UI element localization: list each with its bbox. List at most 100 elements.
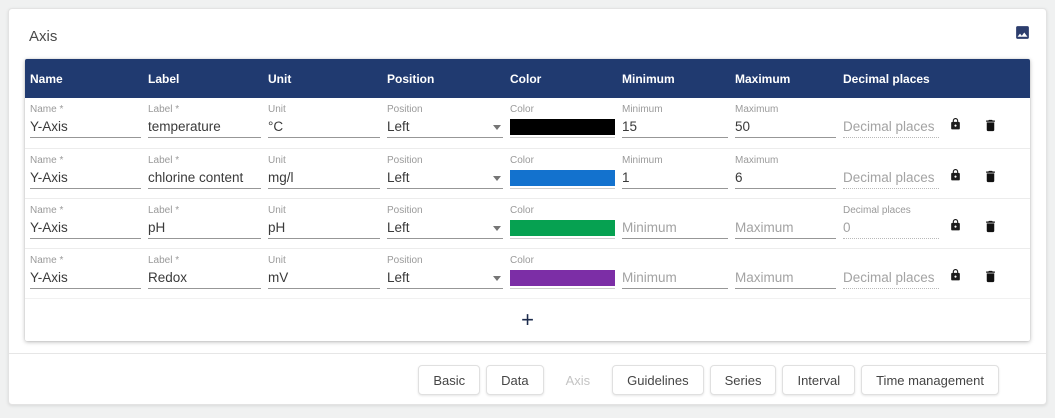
- field-label: Name *: [30, 155, 64, 166]
- field-label: Minimum: [622, 155, 663, 166]
- tab-guidelines[interactable]: Guidelines: [612, 365, 704, 395]
- position-field[interactable]: Position Left: [387, 98, 510, 148]
- field-label: Maximum: [735, 155, 779, 166]
- table-header-row: Name Label Unit Position Color Minimum Maximum…: [25, 59, 1030, 98]
- trash-icon: [986, 170, 995, 183]
- label-field[interactable]: Label * Redox: [148, 249, 268, 298]
- tab-basic[interactable]: Basic: [418, 365, 481, 395]
- maximum-input[interactable]: 50: [735, 117, 836, 138]
- field-label: [843, 103, 939, 116]
- tab-time-management[interactable]: Time management: [861, 365, 999, 395]
- name-field[interactable]: Name * Y-Axis: [30, 249, 148, 298]
- minimum-input[interactable]: 15: [622, 117, 728, 138]
- delete-row-button[interactable]: [972, 98, 1016, 148]
- maximum-input[interactable]: Maximum: [735, 218, 836, 239]
- tab-interval[interactable]: Interval: [782, 365, 856, 395]
- unit-field[interactable]: Unit mV: [268, 249, 387, 298]
- position-select[interactable]: Left: [387, 168, 503, 189]
- label-input[interactable]: Redox: [148, 268, 261, 289]
- label-input[interactable]: chlorine content: [148, 168, 261, 189]
- maximum-input[interactable]: 6: [735, 168, 836, 189]
- field-label: [735, 254, 836, 267]
- name-input[interactable]: Y-Axis: [30, 218, 141, 239]
- field-label: Name *: [30, 104, 64, 115]
- delete-row-button[interactable]: [972, 249, 1016, 298]
- minimum-field[interactable]: Minimum 1: [622, 149, 735, 198]
- lock-button[interactable]: [946, 149, 972, 198]
- name-input[interactable]: Y-Axis: [30, 117, 141, 138]
- field-label: [622, 204, 728, 217]
- position-select[interactable]: Left: [387, 117, 503, 138]
- name-field[interactable]: Name * Y-Axis: [30, 199, 148, 248]
- minimum-input[interactable]: 1: [622, 168, 728, 189]
- field-label: Label *: [148, 255, 180, 266]
- minimum-field[interactable]: Minimum 15: [622, 98, 735, 148]
- position-field[interactable]: Position Left: [387, 199, 510, 248]
- maximum-field[interactable]: Maximum 6: [735, 149, 843, 198]
- color-swatch[interactable]: [510, 170, 615, 186]
- tab-series[interactable]: Series: [709, 365, 777, 395]
- delete-row-button[interactable]: [972, 199, 1016, 248]
- unit-input[interactable]: mg/l: [268, 168, 380, 189]
- lock-icon: [951, 269, 960, 281]
- minimum-input[interactable]: Minimum: [622, 218, 728, 239]
- position-field[interactable]: Position Left: [387, 149, 510, 198]
- unit-field[interactable]: Unit pH: [268, 199, 387, 248]
- unit-input[interactable]: °C: [268, 117, 380, 138]
- unit-input[interactable]: pH: [268, 218, 380, 239]
- trash-icon: [986, 119, 995, 132]
- position-value: Left: [387, 270, 410, 285]
- field-label: [622, 254, 728, 267]
- lock-button[interactable]: [946, 199, 972, 248]
- add-axis-button[interactable]: +: [25, 298, 1030, 341]
- maximum-field[interactable]: Maximum 50: [735, 98, 843, 148]
- name-field[interactable]: Name * Y-Axis: [30, 98, 148, 148]
- column-header: Maximum: [735, 71, 791, 86]
- tab-data[interactable]: Data: [486, 365, 544, 395]
- maximum-input[interactable]: Maximum: [735, 268, 836, 289]
- trash-icon: [986, 220, 995, 233]
- maximum-field[interactable]: Maximum: [735, 249, 843, 298]
- table-row: Name * Y-Axis Label * pH Unit pH Positio…: [25, 198, 1030, 248]
- position-field[interactable]: Position Left: [387, 249, 510, 298]
- minimum-input[interactable]: Minimum: [622, 268, 728, 289]
- label-field[interactable]: Label * chlorine content: [148, 149, 268, 198]
- color-field[interactable]: Color: [510, 98, 622, 148]
- axis-table: Name Label Unit Position Color Minimum Maximum…: [25, 59, 1030, 341]
- name-input[interactable]: Y-Axis: [30, 268, 141, 289]
- unit-input[interactable]: mV: [268, 268, 380, 289]
- color-field[interactable]: Color: [510, 199, 622, 248]
- trash-icon: [986, 270, 995, 283]
- unit-field[interactable]: Unit mg/l: [268, 149, 387, 198]
- field-label: Unit: [268, 155, 286, 166]
- position-select[interactable]: Left: [387, 218, 503, 239]
- color-swatch[interactable]: [510, 220, 615, 236]
- chevron-down-icon: [493, 175, 501, 181]
- field-label: Color: [510, 255, 534, 266]
- name-field[interactable]: Name * Y-Axis: [30, 149, 148, 198]
- label-input[interactable]: pH: [148, 218, 261, 239]
- field-label: Unit: [268, 255, 286, 266]
- label-field[interactable]: Label * pH: [148, 199, 268, 248]
- column-header: Unit: [268, 71, 292, 86]
- lock-button[interactable]: [946, 249, 972, 298]
- position-select[interactable]: Left: [387, 268, 503, 289]
- position-value: Left: [387, 119, 410, 134]
- color-field[interactable]: Color: [510, 149, 622, 198]
- minimum-field[interactable]: Minimum: [622, 249, 735, 298]
- name-input[interactable]: Y-Axis: [30, 168, 141, 189]
- color-swatch[interactable]: [510, 270, 615, 286]
- maximum-field[interactable]: Maximum: [735, 199, 843, 248]
- image-export-button[interactable]: [1012, 22, 1032, 42]
- color-swatch[interactable]: [510, 119, 615, 135]
- lock-button[interactable]: [946, 98, 972, 148]
- field-label: Position: [387, 205, 423, 216]
- field-label: [843, 154, 939, 167]
- minimum-field[interactable]: Minimum: [622, 199, 735, 248]
- unit-field[interactable]: Unit °C: [268, 98, 387, 148]
- decimal-places-field: Decimal places: [843, 249, 946, 298]
- color-field[interactable]: Color: [510, 249, 622, 298]
- label-input[interactable]: temperature: [148, 117, 261, 138]
- label-field[interactable]: Label * temperature: [148, 98, 268, 148]
- delete-row-button[interactable]: [972, 149, 1016, 198]
